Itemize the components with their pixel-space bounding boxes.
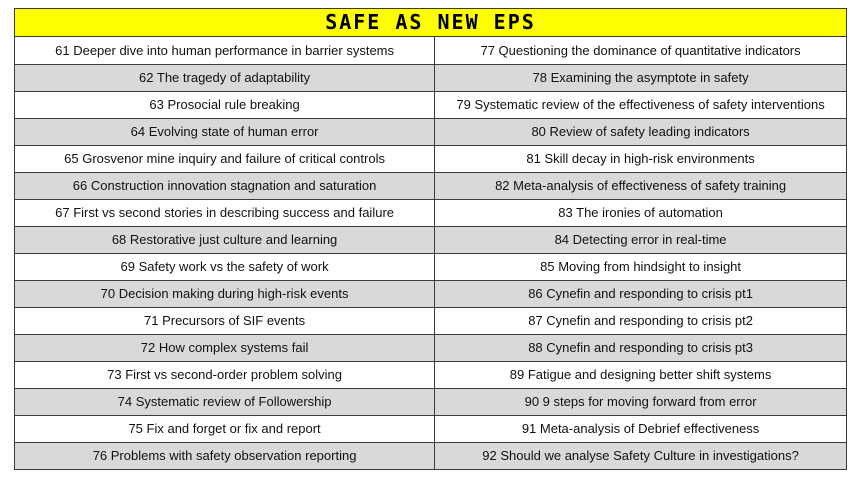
table-row: 75 Fix and forget or fix and report 91 Me… <box>15 414 846 443</box>
episode-cell-left: 73 First vs second-order problem solving <box>15 360 436 389</box>
table-title: SAFE AS NEW EPS <box>15 9 846 37</box>
table-row: 64 Evolving state of human error 80 Revie… <box>15 117 846 146</box>
episode-cell-right: 86 Cynefin and responding to crisis pt1 <box>434 279 846 308</box>
episode-grid: 61 Deeper dive into human performance in… <box>15 37 846 469</box>
episode-cell-right: 82 Meta-analysis of effectiveness of saf… <box>434 171 846 200</box>
episode-table: SAFE AS NEW EPS 61 Deeper dive into huma… <box>14 8 847 470</box>
episode-cell-right: 91 Meta-analysis of Debrief effectivenes… <box>434 414 846 443</box>
episode-cell-left: 74 Systematic review of Followership <box>15 387 436 416</box>
table-row: 73 First vs second-order problem solving… <box>15 360 846 389</box>
table-row: 67 First vs second stories in describing… <box>15 198 846 227</box>
episode-cell-left: 68 Restorative just culture and learning <box>15 225 436 254</box>
episode-cell-left: 75 Fix and forget or fix and report <box>15 414 436 443</box>
episode-cell-left: 65 Grosvenor mine inquiry and failure of… <box>15 144 436 173</box>
episode-cell-right: 81 Skill decay in high-risk environments <box>434 144 846 173</box>
episode-cell-left: 64 Evolving state of human error <box>15 117 436 146</box>
episode-cell-right: 84 Detecting error in real-time <box>434 225 846 254</box>
episode-cell-left: 72 How complex systems fail <box>15 333 436 362</box>
episode-cell-right: 78 Examining the asymptote in safety <box>434 63 846 92</box>
episode-cell-right: 92 Should we analyse Safety Culture in i… <box>434 441 846 469</box>
table-row: 69 Safety work vs the safety of work 85 M… <box>15 252 846 281</box>
episode-cell-left: 61 Deeper dive into human performance in… <box>15 37 436 65</box>
episode-cell-left: 66 Construction innovation stagnation an… <box>15 171 436 200</box>
table-row: 61 Deeper dive into human performance in… <box>15 37 846 65</box>
table-row: 65 Grosvenor mine inquiry and failure of… <box>15 144 846 173</box>
episode-cell-left: 63 Prosocial rule breaking <box>15 90 436 119</box>
table-row: 70 Decision making during high-risk even… <box>15 279 846 308</box>
episode-cell-left: 62 The tragedy of adaptability <box>15 63 436 92</box>
episode-cell-right: 89 Fatigue and designing better shift sy… <box>434 360 846 389</box>
episode-cell-left: 76 Problems with safety observation repo… <box>15 441 436 469</box>
episode-cell-right: 83 The ironies of automation <box>434 198 846 227</box>
table-row: 76 Problems with safety observation repo… <box>15 441 846 469</box>
table-row: 63 Prosocial rule breaking 79 Systematic … <box>15 90 846 119</box>
episode-cell-right: 79 Systematic review of the effectivenes… <box>434 90 846 119</box>
table-row: 71 Precursors of SIF events 87 Cynefin an… <box>15 306 846 335</box>
episode-cell-left: 69 Safety work vs the safety of work <box>15 252 436 281</box>
episode-cell-right: 77 Questioning the dominance of quantita… <box>434 37 846 65</box>
episode-cell-left: 70 Decision making during high-risk even… <box>15 279 436 308</box>
episode-cell-left: 71 Precursors of SIF events <box>15 306 436 335</box>
episode-cell-right: 85 Moving from hindsight to insight <box>434 252 846 281</box>
episode-cell-right: 80 Review of safety leading indicators <box>434 117 846 146</box>
episode-cell-right: 90 9 steps for moving forward from error <box>434 387 846 416</box>
episode-cell-right: 87 Cynefin and responding to crisis pt2 <box>434 306 846 335</box>
table-row: 74 Systematic review of Followership 90 9… <box>15 387 846 416</box>
table-row: 68 Restorative just culture and learning… <box>15 225 846 254</box>
episode-cell-left: 67 First vs second stories in describing… <box>15 198 436 227</box>
episode-cell-right: 88 Cynefin and responding to crisis pt3 <box>434 333 846 362</box>
table-row: 62 The tragedy of adaptability 78 Examini… <box>15 63 846 92</box>
table-row: 66 Construction innovation stagnation an… <box>15 171 846 200</box>
table-row: 72 How complex systems fail 88 Cynefin an… <box>15 333 846 362</box>
